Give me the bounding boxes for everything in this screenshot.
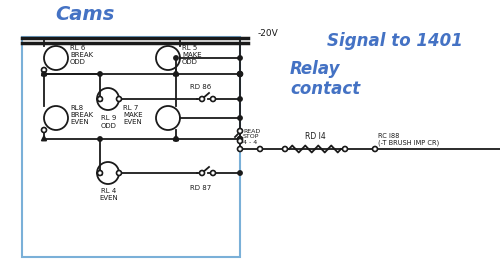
Circle shape bbox=[238, 137, 242, 141]
Polygon shape bbox=[42, 136, 46, 141]
Text: RL 6
BREAK
ODD: RL 6 BREAK ODD bbox=[70, 44, 93, 66]
Text: -20V: -20V bbox=[258, 30, 279, 38]
Circle shape bbox=[238, 171, 242, 175]
Circle shape bbox=[238, 72, 242, 76]
Text: RD 86: RD 86 bbox=[190, 84, 212, 90]
Text: Signal to 1401: Signal to 1401 bbox=[327, 32, 463, 50]
Text: Relay
contact: Relay contact bbox=[290, 60, 360, 98]
Circle shape bbox=[342, 147, 347, 151]
Circle shape bbox=[372, 147, 378, 151]
Circle shape bbox=[238, 56, 242, 60]
Circle shape bbox=[258, 147, 262, 151]
Circle shape bbox=[116, 96, 121, 102]
Circle shape bbox=[116, 170, 121, 176]
Circle shape bbox=[200, 170, 204, 176]
Circle shape bbox=[42, 72, 46, 76]
Text: RL 9
ODD: RL 9 ODD bbox=[101, 115, 117, 128]
Circle shape bbox=[238, 97, 242, 101]
Circle shape bbox=[42, 67, 46, 73]
Polygon shape bbox=[42, 71, 46, 76]
Circle shape bbox=[238, 137, 242, 141]
Polygon shape bbox=[98, 96, 102, 101]
Circle shape bbox=[174, 137, 178, 141]
Circle shape bbox=[210, 96, 216, 102]
Circle shape bbox=[98, 96, 102, 102]
Circle shape bbox=[238, 147, 242, 151]
Circle shape bbox=[174, 72, 178, 76]
Circle shape bbox=[282, 147, 288, 151]
Circle shape bbox=[98, 137, 102, 141]
Polygon shape bbox=[174, 71, 178, 76]
Circle shape bbox=[238, 128, 242, 134]
Text: RL 5
MAKE
ODD: RL 5 MAKE ODD bbox=[182, 44, 202, 66]
Text: READ
STOP
4 - 4: READ STOP 4 - 4 bbox=[243, 129, 260, 145]
Circle shape bbox=[238, 116, 242, 120]
Circle shape bbox=[98, 170, 102, 176]
Text: RL8
BREAK
EVEN: RL8 BREAK EVEN bbox=[70, 105, 93, 125]
Circle shape bbox=[238, 138, 242, 144]
Circle shape bbox=[238, 72, 242, 76]
Circle shape bbox=[42, 127, 46, 133]
Circle shape bbox=[174, 56, 178, 60]
Text: RC I88
(-T BRUSH IMP CR): RC I88 (-T BRUSH IMP CR) bbox=[378, 133, 440, 146]
Text: RL 7
MAKE
EVEN: RL 7 MAKE EVEN bbox=[123, 105, 142, 125]
Circle shape bbox=[210, 170, 216, 176]
Polygon shape bbox=[174, 136, 178, 141]
Circle shape bbox=[98, 72, 102, 76]
Text: RD I4: RD I4 bbox=[304, 132, 326, 141]
Circle shape bbox=[200, 96, 204, 102]
Polygon shape bbox=[98, 170, 102, 175]
Text: Cams: Cams bbox=[56, 5, 114, 24]
Text: RD 87: RD 87 bbox=[190, 185, 212, 191]
Text: RL 4
EVEN: RL 4 EVEN bbox=[100, 188, 118, 202]
